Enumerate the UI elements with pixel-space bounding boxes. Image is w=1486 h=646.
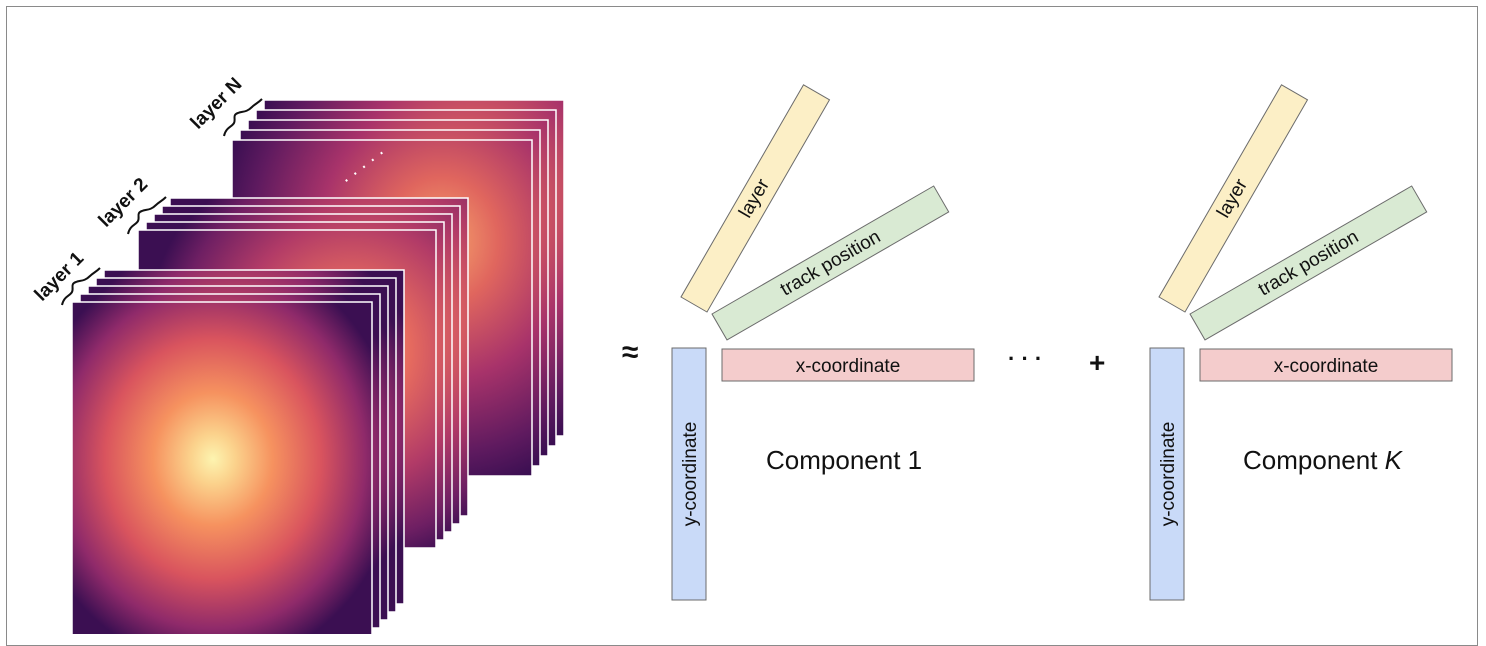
y-coordinate-factor-bar: y-coordinate xyxy=(671,347,707,601)
track-position-factor-label: track position xyxy=(777,226,884,300)
curly-brace-icon xyxy=(127,196,167,235)
curly-brace-icon xyxy=(223,98,263,137)
plus-sign: + xyxy=(1089,347,1105,378)
y-coordinate-factor-bar: y-coordinate xyxy=(1149,347,1185,601)
approx-sign: ≈ xyxy=(622,336,638,369)
layer-2-label: layer 2 xyxy=(95,174,152,231)
x-coordinate-factor-label: x-coordinate xyxy=(796,356,901,377)
y-coordinate-factor-label: y-coordinate xyxy=(680,422,701,527)
x-coordinate-factor-bar: x-coordinate xyxy=(721,348,975,382)
y-coordinate-factor-label: y-coordinate xyxy=(1158,422,1179,527)
layer-n-label: layer N xyxy=(187,74,247,134)
x-coordinate-factor-label: x-coordinate xyxy=(1274,356,1379,377)
curly-brace-icon xyxy=(61,267,101,306)
component-k-title: Component K xyxy=(1243,445,1404,475)
component-k: layer track position x-coordinate y-coor… xyxy=(1149,84,1453,601)
component-1: layer track position x-coordinate y-coor… xyxy=(671,84,975,601)
heatmap-slice xyxy=(71,301,373,634)
x-coordinate-factor-bar: x-coordinate xyxy=(1199,348,1453,382)
ellipsis-operator: · · · xyxy=(1008,346,1042,371)
layer-1-stack xyxy=(71,269,405,634)
track-position-factor-label: track position xyxy=(1255,226,1362,300)
component-1-title: Component 1 xyxy=(766,445,922,475)
